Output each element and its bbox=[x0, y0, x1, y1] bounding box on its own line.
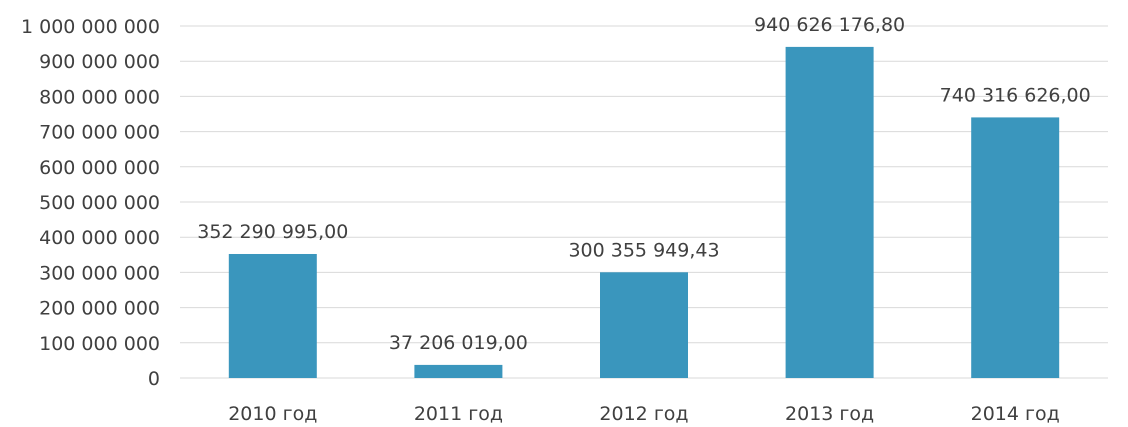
bars bbox=[228, 46, 1060, 379]
x-tick-label: 2010 год bbox=[228, 403, 317, 425]
data-labels: 352 290 995,00 37 206 019,00 300 355 949,4… bbox=[197, 14, 1090, 354]
x-tick-label: 2013 год bbox=[785, 403, 874, 425]
grid-lines bbox=[180, 25, 1108, 379]
x-tick-label: 2014 год bbox=[971, 403, 1060, 425]
x-tick-label: 2012 год bbox=[599, 403, 688, 425]
bar bbox=[971, 117, 1060, 379]
bar-value-label: 740 316 626,00 bbox=[940, 84, 1091, 106]
y-tick-label: 300 000 000 bbox=[39, 262, 160, 284]
y-tick-label: 100 000 000 bbox=[39, 333, 160, 355]
x-axis-tick-labels: 2010 год 2011 год 2012 год 2013 год 2014 год bbox=[228, 403, 1060, 425]
y-axis-tick-labels: 0 100 000 000 200 000 000 300 000 000 400 00… bbox=[21, 16, 160, 390]
y-tick-label: 800 000 000 bbox=[39, 86, 160, 108]
y-tick-label: 200 000 000 bbox=[39, 298, 160, 320]
bar-value-label: 300 355 949,43 bbox=[568, 239, 719, 261]
bar bbox=[785, 46, 874, 378]
x-tick-label: 2011 год bbox=[414, 403, 503, 425]
y-tick-label: 1 000 000 000 bbox=[21, 16, 160, 38]
bar-value-label: 37 206 019,00 bbox=[389, 332, 528, 354]
y-tick-label: 600 000 000 bbox=[39, 157, 160, 179]
y-tick-label: 900 000 000 bbox=[39, 51, 160, 73]
bar bbox=[228, 253, 317, 378]
bar-value-label: 352 290 995,00 bbox=[197, 221, 348, 243]
y-tick-label: 0 bbox=[148, 368, 160, 390]
y-tick-label: 500 000 000 bbox=[39, 192, 160, 214]
bar bbox=[600, 272, 688, 378]
y-tick-label: 700 000 000 bbox=[39, 122, 160, 144]
bar-value-label: 940 626 176,80 bbox=[754, 14, 905, 36]
bar bbox=[414, 364, 503, 378]
y-tick-label: 400 000 000 bbox=[39, 227, 160, 249]
